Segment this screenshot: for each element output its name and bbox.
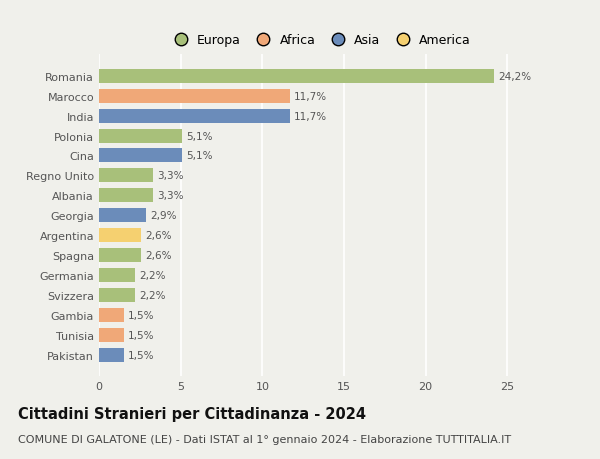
Bar	[99, 209, 146, 223]
Text: 1,5%: 1,5%	[128, 350, 154, 360]
Text: COMUNE DI GALATONE (LE) - Dati ISTAT al 1° gennaio 2024 - Elaborazione TUTTITALI: COMUNE DI GALATONE (LE) - Dati ISTAT al …	[18, 434, 511, 444]
Bar	[99, 70, 494, 84]
Bar	[99, 248, 142, 263]
Text: 2,6%: 2,6%	[146, 251, 172, 260]
Legend: Europa, Africa, Asia, America: Europa, Africa, Asia, America	[163, 29, 476, 52]
Bar	[99, 308, 124, 322]
Text: 5,1%: 5,1%	[187, 131, 213, 141]
Text: 3,3%: 3,3%	[157, 191, 184, 201]
Bar	[99, 189, 153, 203]
Text: 2,9%: 2,9%	[151, 211, 177, 221]
Bar	[99, 129, 182, 143]
Bar	[99, 328, 124, 342]
Bar	[99, 149, 182, 163]
Text: 3,3%: 3,3%	[157, 171, 184, 181]
Text: 2,2%: 2,2%	[139, 270, 166, 280]
Bar	[99, 269, 135, 282]
Bar	[99, 229, 142, 242]
Text: 11,7%: 11,7%	[294, 91, 328, 101]
Text: 2,6%: 2,6%	[146, 230, 172, 241]
Text: 11,7%: 11,7%	[294, 112, 328, 121]
Text: 2,2%: 2,2%	[139, 290, 166, 300]
Text: 24,2%: 24,2%	[499, 72, 532, 82]
Bar	[99, 169, 153, 183]
Text: Cittadini Stranieri per Cittadinanza - 2024: Cittadini Stranieri per Cittadinanza - 2…	[18, 406, 366, 421]
Text: 5,1%: 5,1%	[187, 151, 213, 161]
Text: 1,5%: 1,5%	[128, 310, 154, 320]
Bar	[99, 288, 135, 302]
Bar	[99, 109, 290, 123]
Text: 1,5%: 1,5%	[128, 330, 154, 340]
Bar	[99, 348, 124, 362]
Bar	[99, 90, 290, 103]
